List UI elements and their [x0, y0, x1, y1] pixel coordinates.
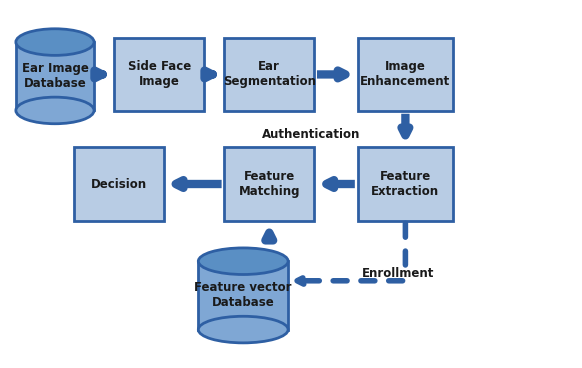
FancyBboxPatch shape: [225, 148, 314, 220]
Text: Ear Image
Database: Ear Image Database: [22, 62, 88, 90]
Text: Side Face
Image: Side Face Image: [127, 60, 191, 88]
FancyBboxPatch shape: [357, 148, 453, 220]
Text: Authentication: Authentication: [262, 128, 360, 141]
Ellipse shape: [16, 29, 94, 55]
Text: Ear
Segmentation: Ear Segmentation: [223, 60, 316, 88]
Bar: [16, 42, 94, 110]
Ellipse shape: [198, 248, 288, 275]
FancyBboxPatch shape: [74, 148, 164, 220]
Text: Feature
Matching: Feature Matching: [239, 170, 300, 198]
FancyBboxPatch shape: [114, 38, 204, 111]
Bar: [198, 261, 288, 330]
Text: Decision: Decision: [91, 177, 147, 191]
FancyBboxPatch shape: [357, 38, 453, 111]
FancyBboxPatch shape: [225, 38, 314, 111]
Text: Enrollment: Enrollment: [362, 267, 434, 280]
Text: Image
Enhancement: Image Enhancement: [360, 60, 450, 88]
Ellipse shape: [198, 316, 288, 343]
Text: Feature vector
Database: Feature vector Database: [194, 282, 292, 309]
Ellipse shape: [16, 97, 94, 124]
Text: Feature
Extraction: Feature Extraction: [371, 170, 439, 198]
